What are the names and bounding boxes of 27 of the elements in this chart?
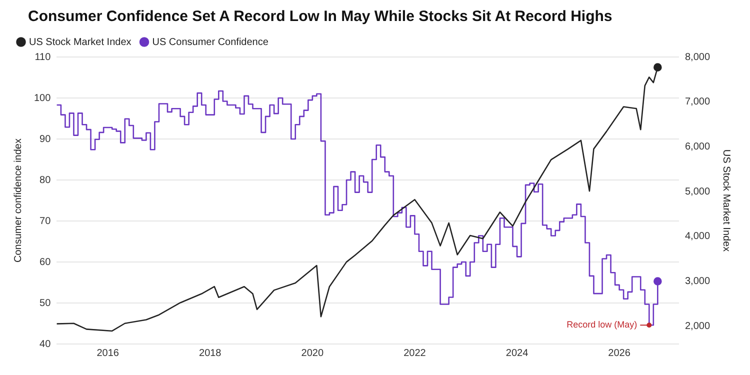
x-tick-label: 2026: [608, 348, 631, 359]
y-tick-label: 70: [40, 216, 52, 227]
y2-tick-label: 5,000: [684, 186, 710, 198]
x-tick-label: 2022: [404, 348, 426, 359]
y-tick-label: 100: [34, 92, 52, 104]
y-tick-label: 60: [40, 256, 52, 268]
y-axis-title: Consumer confidence index: [12, 138, 24, 262]
annotation: Record low (May): [566, 320, 638, 330]
y2-tick-label: 2,000: [684, 320, 710, 332]
legend-label: US Consumer Confidence: [152, 36, 269, 48]
y2-tick-label: 8,000: [684, 52, 710, 63]
chart-title: Consumer Confidence Set A Record Low In May While Stocks Sit At Record Highs: [27, 8, 614, 27]
x-tick-label: 2020: [301, 348, 324, 359]
x-tick-label: 2016: [96, 348, 120, 359]
y-tick-label: 40: [40, 338, 52, 350]
y-tick-label: 80: [40, 174, 52, 186]
y-tick-label: 90: [40, 134, 52, 145]
y2-tick-label: 6,000: [684, 141, 710, 152]
y-tick-label: 50: [40, 298, 52, 309]
y2-tick-label: 3,000: [684, 276, 710, 287]
y2-tick-label: 4,000: [684, 231, 710, 242]
x-tick-label: 2024: [506, 348, 529, 359]
y2-axis-title: US Stock Market Index: [720, 149, 732, 252]
y-tick-label: 110: [34, 52, 52, 63]
legend-label: US Stock Market Index: [29, 36, 132, 48]
x-tick-label: 2018: [199, 348, 222, 359]
y2-tick-label: 7,000: [684, 96, 710, 108]
